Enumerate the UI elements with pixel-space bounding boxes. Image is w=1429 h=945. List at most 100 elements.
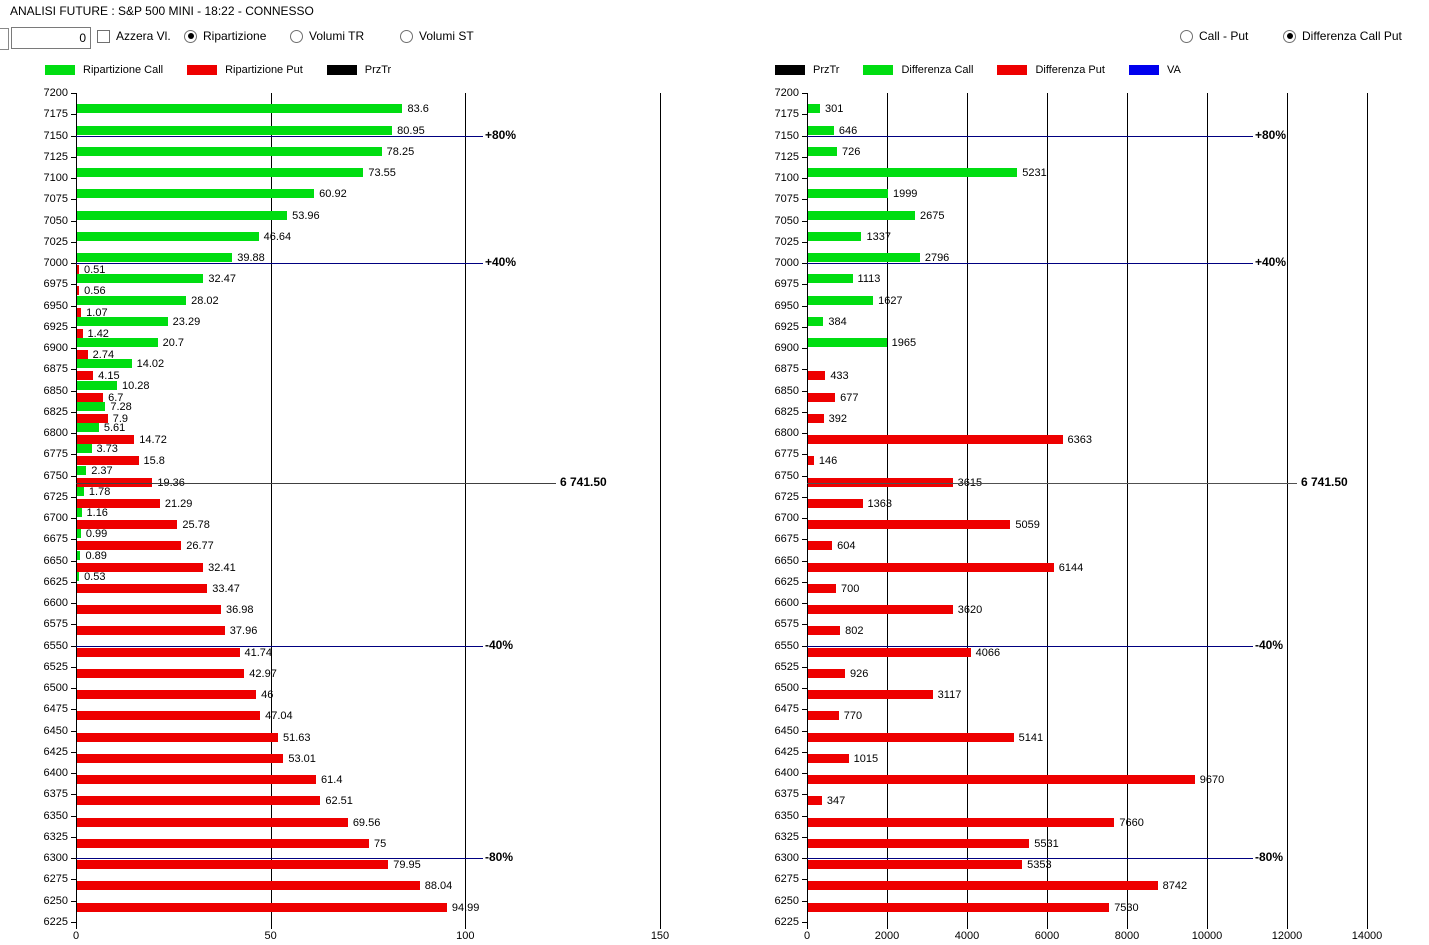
radio-button[interactable] xyxy=(400,29,413,43)
radio-volumi-tr[interactable]: Volumi TR xyxy=(290,29,364,43)
y-axis-tick xyxy=(802,645,807,647)
call-bar xyxy=(77,444,92,454)
bar-value-label: 73.55 xyxy=(368,167,396,180)
y-axis-tick xyxy=(71,475,76,477)
put-bar xyxy=(77,498,160,508)
legend-swatch xyxy=(1128,65,1159,75)
strike-label: 6950 xyxy=(774,299,799,312)
radio-differenza-call-put[interactable]: Differenza Call Put xyxy=(1283,29,1402,43)
bar-value-label: 726 xyxy=(842,145,861,158)
window-title: ANALISI FUTURE : S&P 500 MINI - 18:22 - … xyxy=(10,4,314,18)
bar-value-label: 26.77 xyxy=(186,540,214,553)
y-axis-tick xyxy=(802,815,807,817)
radio-call-put[interactable]: Call - Put xyxy=(1180,29,1248,43)
call-bar xyxy=(808,125,834,135)
put-bar xyxy=(77,350,88,360)
strike-label: 6725 xyxy=(43,490,68,503)
call-bar xyxy=(77,423,99,433)
radio-volumi-st[interactable]: Volumi ST xyxy=(400,29,474,43)
bar-value-label: 1999 xyxy=(892,188,918,201)
price-line xyxy=(76,482,556,484)
strike-label: 6700 xyxy=(774,512,799,525)
bar-value-label: 14.72 xyxy=(139,434,167,447)
percent-line xyxy=(76,135,483,137)
legend-label: PrzTr xyxy=(813,64,840,76)
put-bar xyxy=(77,732,279,742)
x-axis-tick xyxy=(660,922,661,929)
call-bar xyxy=(77,550,81,560)
call-bar xyxy=(808,210,915,220)
bar-value-label: 47.04 xyxy=(265,710,293,723)
bar-value-label: 1.16 xyxy=(86,507,108,520)
call-bar xyxy=(77,253,233,263)
y-axis-tick xyxy=(71,263,76,265)
strike-label: 6800 xyxy=(774,427,799,440)
put-bar xyxy=(77,647,240,657)
y-axis-tick xyxy=(71,114,76,116)
edge-clipped-control[interactable] xyxy=(0,28,9,50)
y-axis-tick xyxy=(802,730,807,732)
y-axis-tick xyxy=(802,433,807,435)
strike-label: 6825 xyxy=(774,405,799,418)
bar-value-label: 1113 xyxy=(857,273,881,286)
strike-label: 6250 xyxy=(43,894,68,907)
bar-value-label: 75 xyxy=(374,837,387,850)
y-axis-tick xyxy=(71,411,76,413)
legend-label: Differenza Call xyxy=(901,64,974,76)
put-bar xyxy=(77,902,447,912)
bar-value-label: 79.95 xyxy=(393,859,421,872)
percent-line xyxy=(807,135,1253,137)
strike-label: 7150 xyxy=(774,129,799,142)
counter-input[interactable] xyxy=(11,27,91,49)
y-axis-tick xyxy=(71,560,76,562)
checkbox-box[interactable] xyxy=(97,29,110,43)
x-tick-label: 4000 xyxy=(954,930,980,942)
strike-label: 6975 xyxy=(43,278,68,291)
radio-ripartizione[interactable]: Ripartizione xyxy=(184,29,266,43)
legend-swatch xyxy=(45,65,75,75)
put-bar xyxy=(77,456,139,466)
put-bar xyxy=(77,328,83,338)
bar-value-label: 39.88 xyxy=(237,252,265,265)
strike-label: 6750 xyxy=(43,469,68,482)
put-bar xyxy=(808,520,1011,530)
put-bar xyxy=(77,817,348,827)
x-tick-label: 6000 xyxy=(1034,930,1060,942)
strike-label: 6825 xyxy=(43,405,68,418)
percent-line xyxy=(76,645,483,647)
strike-label: 7150 xyxy=(43,129,68,142)
azzera-checkbox[interactable]: Azzera Vl. xyxy=(97,29,171,43)
legend-label: Ripartizione Call xyxy=(83,64,164,76)
call-bar xyxy=(77,316,168,326)
price-label: 6 741.50 xyxy=(560,474,607,489)
radio-button[interactable] xyxy=(1180,29,1193,43)
radio-button[interactable] xyxy=(184,29,197,43)
bar-value-label: 32.41 xyxy=(208,561,236,574)
call-bar xyxy=(77,295,187,305)
put-bar xyxy=(77,477,153,487)
legend-label: Differenza Put xyxy=(1035,64,1105,76)
put-bar xyxy=(77,583,208,593)
call-bar xyxy=(808,168,1018,178)
strike-label: 6725 xyxy=(774,490,799,503)
bar-value-label: 0.56 xyxy=(84,285,106,298)
percent-label: -80% xyxy=(485,850,514,865)
put-bar xyxy=(808,732,1014,742)
percent-label: -40% xyxy=(485,637,514,652)
radio-button[interactable] xyxy=(1283,29,1296,43)
strike-label: 6875 xyxy=(774,363,799,376)
y-axis-tick xyxy=(71,624,76,626)
bar-value-label: 42.97 xyxy=(249,667,277,680)
price-label: 6 741.50 xyxy=(1301,474,1348,489)
put-bar xyxy=(808,456,814,466)
bar-value-label: 53.01 xyxy=(288,752,316,765)
bar-value-label: 1363 xyxy=(867,497,892,510)
bar-value-label: 1.07 xyxy=(86,306,108,319)
y-axis-tick xyxy=(802,284,807,286)
bar-value-label: 7.9 xyxy=(112,412,129,425)
put-bar xyxy=(808,626,841,636)
bar-value-label: 28.02 xyxy=(191,294,219,307)
radio-button[interactable] xyxy=(290,29,303,43)
bar-value-label: 2796 xyxy=(924,252,950,265)
y-axis-tick xyxy=(802,93,807,94)
